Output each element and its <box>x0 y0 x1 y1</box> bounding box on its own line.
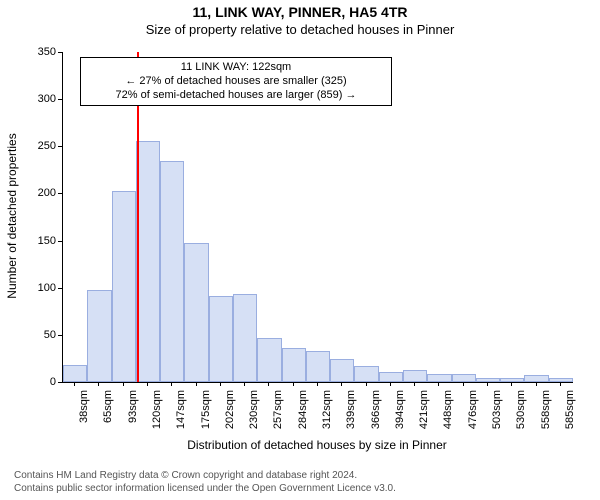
x-tick-mark <box>98 382 99 386</box>
x-tick-mark <box>438 382 439 386</box>
y-tick-label: 350 <box>0 46 56 58</box>
x-tick-label: 202sqm <box>224 390 236 440</box>
y-tick-mark <box>58 193 62 194</box>
histogram-bar <box>184 243 208 382</box>
x-tick-label: 175sqm <box>200 390 212 440</box>
footer: Contains HM Land Registry data © Crown c… <box>14 470 396 495</box>
x-tick-label: 312sqm <box>321 390 333 440</box>
title-subtitle: Size of property relative to detached ho… <box>0 22 600 37</box>
x-tick-label: 558sqm <box>540 390 552 440</box>
x-tick-label: 230sqm <box>248 390 260 440</box>
histogram-bar <box>330 359 354 382</box>
x-tick-mark <box>463 382 464 386</box>
info-box: 11 LINK WAY: 122sqm ← 27% of detached ho… <box>80 57 392 106</box>
histogram-bar <box>209 296 233 382</box>
x-tick-mark <box>220 382 221 386</box>
x-tick-label: 421sqm <box>418 390 430 440</box>
x-tick-label: 585sqm <box>564 390 576 440</box>
x-tick-mark <box>390 382 391 386</box>
x-tick-mark <box>536 382 537 386</box>
x-tick-mark <box>293 382 294 386</box>
histogram-bar <box>233 294 257 382</box>
x-tick-label: 93sqm <box>127 390 139 440</box>
histogram-bar <box>500 378 524 382</box>
x-tick-label: 120sqm <box>151 390 163 440</box>
histogram-bar <box>87 290 111 382</box>
x-tick-label: 38sqm <box>78 390 90 440</box>
histogram-bar <box>136 141 160 382</box>
x-tick-mark <box>511 382 512 386</box>
histogram-bar <box>112 191 136 382</box>
x-tick-label: 65sqm <box>102 390 114 440</box>
title-address: 11, LINK WAY, PINNER, HA5 4TR <box>0 4 600 20</box>
x-tick-mark <box>171 382 172 386</box>
histogram-bar <box>549 378 573 382</box>
y-tick-mark <box>58 52 62 53</box>
y-tick-mark <box>58 241 62 242</box>
x-tick-mark <box>268 382 269 386</box>
x-tick-mark <box>123 382 124 386</box>
x-tick-mark <box>487 382 488 386</box>
histogram-bar <box>427 374 451 382</box>
histogram-bar <box>257 338 281 382</box>
x-tick-label: 448sqm <box>442 390 454 440</box>
x-tick-mark <box>341 382 342 386</box>
x-tick-label: 530sqm <box>515 390 527 440</box>
y-tick-mark <box>58 288 62 289</box>
y-tick-mark <box>58 146 62 147</box>
x-tick-label: 503sqm <box>491 390 503 440</box>
histogram-bar <box>160 161 184 382</box>
x-tick-label: 394sqm <box>394 390 406 440</box>
x-tick-mark <box>414 382 415 386</box>
histogram-bar <box>452 374 476 382</box>
x-tick-label: 284sqm <box>297 390 309 440</box>
y-tick-mark <box>58 382 62 383</box>
chart-container: 11, LINK WAY, PINNER, HA5 4TR Size of pr… <box>0 0 600 500</box>
footer-line-1: Contains HM Land Registry data © Crown c… <box>14 470 396 483</box>
x-tick-mark <box>244 382 245 386</box>
y-tick-label: 0 <box>0 376 56 388</box>
histogram-bar <box>306 351 330 382</box>
x-tick-mark <box>74 382 75 386</box>
x-tick-label: 147sqm <box>175 390 187 440</box>
footer-line-2: Contains public sector information licen… <box>14 483 396 496</box>
y-axis-label: Number of detached properties <box>5 106 19 326</box>
titles: 11, LINK WAY, PINNER, HA5 4TR Size of pr… <box>0 0 600 37</box>
x-tick-mark <box>317 382 318 386</box>
x-tick-label: 366sqm <box>370 390 382 440</box>
info-line-2: ← 27% of detached houses are smaller (32… <box>87 75 385 89</box>
histogram-bar <box>354 366 378 382</box>
histogram-bar <box>403 370 427 382</box>
x-tick-mark <box>147 382 148 386</box>
x-axis-label: Distribution of detached houses by size … <box>62 438 572 452</box>
histogram-bar <box>524 375 548 382</box>
x-tick-mark <box>560 382 561 386</box>
histogram-bar <box>63 365 87 382</box>
histogram-bar <box>282 348 306 382</box>
x-tick-label: 476sqm <box>467 390 479 440</box>
y-tick-mark <box>58 335 62 336</box>
x-tick-label: 257sqm <box>272 390 284 440</box>
x-tick-mark <box>366 382 367 386</box>
histogram-bar <box>379 372 403 382</box>
x-tick-mark <box>196 382 197 386</box>
x-tick-label: 339sqm <box>345 390 357 440</box>
y-tick-label: 300 <box>0 93 56 105</box>
y-tick-mark <box>58 99 62 100</box>
y-tick-label: 50 <box>0 329 56 341</box>
info-line-3: 72% of semi-detached houses are larger (… <box>87 89 385 103</box>
info-line-1: 11 LINK WAY: 122sqm <box>87 61 385 75</box>
